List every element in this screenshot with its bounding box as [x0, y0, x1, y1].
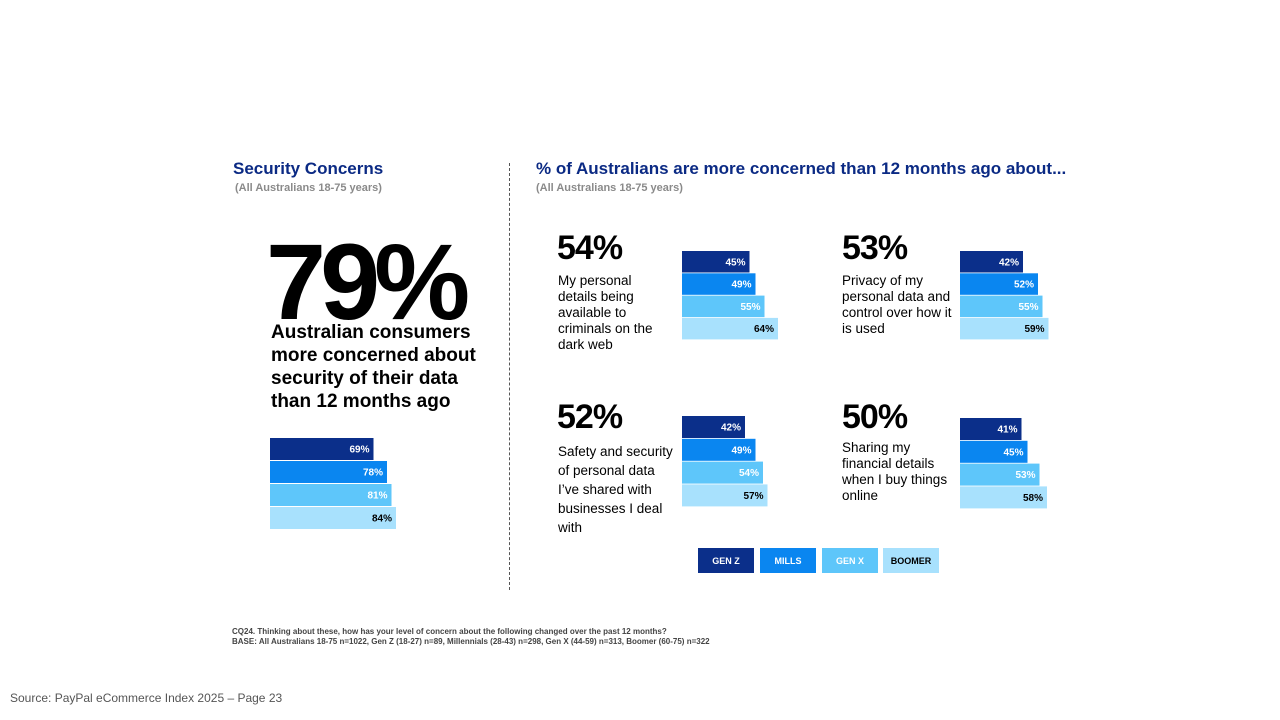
legend-mills: MILLS: [760, 548, 816, 573]
bar-gen-x: [960, 295, 1043, 318]
bar-label-gen-x: 55%: [1018, 302, 1038, 313]
bar-mills: [270, 461, 387, 483]
legend-gen-x: GEN X: [822, 548, 878, 573]
overall-bar-chart: 69% 78% 81% 84%: [270, 438, 396, 529]
bar-label-boomer: 84%: [372, 514, 392, 525]
bar-label-mills: 45%: [1003, 447, 1023, 458]
source-citation: Source: PayPal eCommerce Index 2025 – Pa…: [10, 691, 283, 705]
footnote-base: BASE: All Australians 18-75 n=1022, Gen …: [232, 637, 710, 646]
bar-label-boomer: 58%: [1023, 493, 1043, 504]
bar-boomer: [682, 317, 778, 340]
bar-label-mills: 52%: [1014, 280, 1034, 291]
bar-label-gen-x: 54%: [739, 468, 759, 479]
legend-gen-z: GEN Z: [698, 548, 754, 573]
headline-description: Australian consumers more concerned abou…: [271, 322, 476, 412]
bar-label-gen-z: 41%: [997, 425, 1017, 436]
concern-4-bar-chart: 41% 45% 53% 58%: [960, 418, 1047, 509]
concern-1-bar-chart: 45% 49% 55% 64%: [682, 251, 778, 340]
bar-label-gen-z: 42%: [721, 423, 741, 434]
bar-label-gen-x: 53%: [1015, 470, 1035, 481]
bar-label-gen-x: 81%: [367, 491, 387, 502]
concern-2-bar-chart: 42% 52% 55% 59%: [960, 251, 1049, 340]
bar-label-mills: 78%: [363, 468, 383, 479]
concern-3-bar-chart: 42% 49% 54% 57%: [682, 416, 768, 507]
bar-label-mills: 49%: [731, 445, 751, 456]
concern-2-description: Privacy of my personal data and control …: [842, 273, 952, 336]
legend-boomer: BOOMER: [883, 548, 939, 573]
bar-label-boomer: 57%: [743, 491, 763, 502]
section-divider: [509, 163, 510, 590]
bar-label-gen-z: 69%: [349, 445, 369, 456]
bar-label-boomer: 64%: [754, 324, 774, 335]
concern-3-description: Safety and security of personal data I’v…: [558, 444, 673, 535]
bar-mills: [960, 273, 1038, 295]
bar-label-gen-z: 45%: [725, 257, 745, 268]
bar-boomer: [960, 317, 1049, 340]
bar-gen-x: [682, 461, 763, 484]
bar-label-mills: 49%: [731, 280, 751, 291]
bar-gen-z: [960, 251, 1023, 273]
concern-4-stat: 50%: [842, 398, 908, 436]
footnote-question: CQ24. Thinking about these, how has your…: [232, 627, 667, 636]
left-panel-title: Security Concerns: [233, 159, 384, 178]
bar-boomer: [270, 507, 396, 529]
bar-mills: [682, 438, 756, 461]
concern-2-stat: 53%: [842, 229, 908, 267]
concern-1-stat: 54%: [557, 229, 623, 267]
bar-label-boomer: 59%: [1024, 324, 1044, 335]
bar-boomer: [682, 484, 768, 507]
left-panel-subtitle: (All Australians 18-75 years): [235, 182, 382, 194]
bar-mills: [682, 273, 756, 295]
bar-gen-x: [960, 463, 1040, 486]
concern-1-description: My personal details being available to c…: [558, 273, 653, 352]
concern-3-stat: 52%: [557, 398, 623, 436]
concern-4-description: Sharing my financial details when I buy …: [842, 440, 948, 503]
bar-gen-z: [682, 416, 745, 438]
bar-mills: [960, 440, 1028, 463]
bar-boomer: [960, 486, 1047, 509]
bar-gen-z: [270, 438, 374, 460]
bar-label-gen-x: 55%: [740, 302, 760, 313]
bar-gen-x: [270, 484, 392, 506]
bar-label-gen-z: 42%: [999, 257, 1019, 268]
bar-gen-x: [682, 295, 765, 318]
headline-stat: 79%: [266, 221, 470, 342]
bar-gen-z: [682, 251, 750, 273]
bar-gen-z: [960, 418, 1022, 440]
right-panel-title: % of Australians are more concerned than…: [536, 159, 1067, 178]
right-panel-subtitle: (All Australians 18-75 years): [536, 182, 683, 194]
